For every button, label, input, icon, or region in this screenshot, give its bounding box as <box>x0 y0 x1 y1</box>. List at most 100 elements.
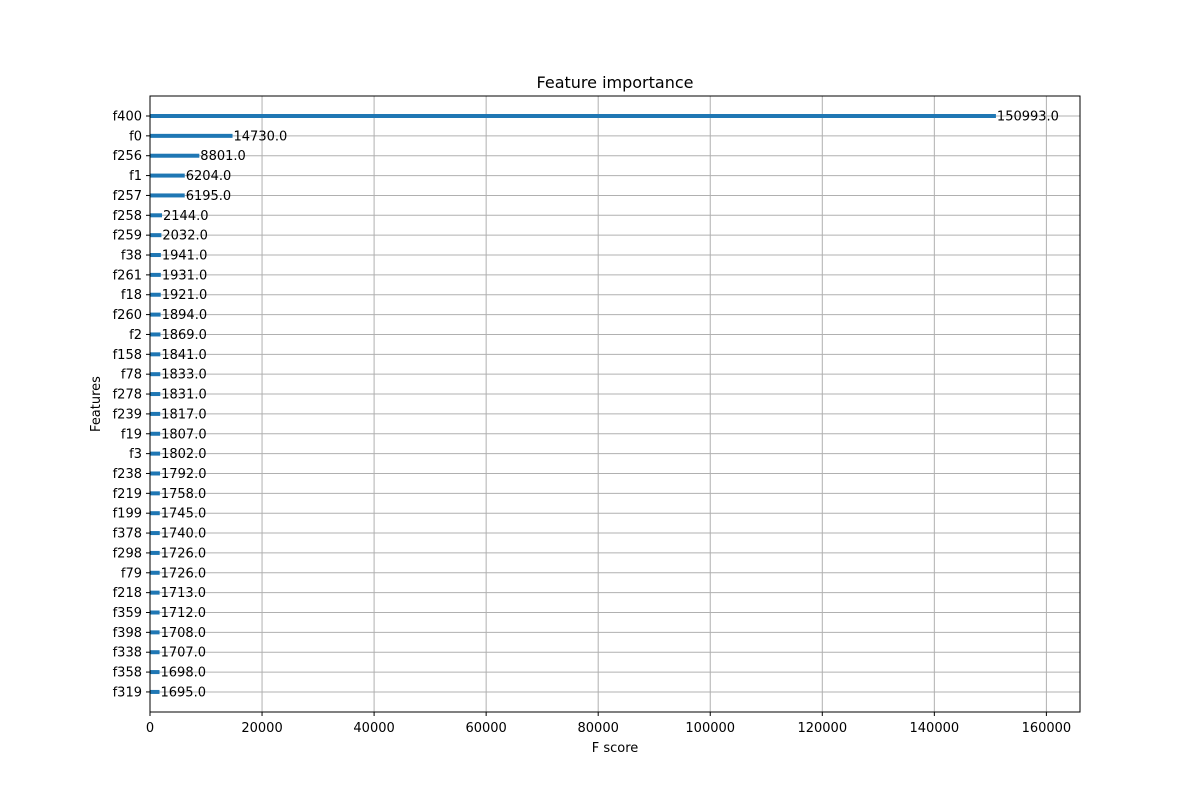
y-tick-label: f38 <box>121 249 142 264</box>
bar-f3 <box>150 451 161 456</box>
bar-f378 <box>150 531 160 536</box>
y-tick-label: f3 <box>129 447 142 462</box>
bar-f359 <box>150 610 160 615</box>
bar-f260 <box>150 312 161 317</box>
value-label-f3: 1802.0 <box>161 447 207 462</box>
x-axis-label: F score <box>592 741 639 756</box>
value-label-f256: 8801.0 <box>200 149 246 164</box>
bar-f38 <box>150 253 161 258</box>
value-label-f258: 2144.0 <box>163 209 209 224</box>
y-tick-label: f400 <box>113 110 142 125</box>
y-tick-label: f218 <box>113 586 142 601</box>
plot-frame <box>149 95 1081 713</box>
y-tick-label: f0 <box>129 129 142 144</box>
x-tick-label: 60000 <box>465 721 506 736</box>
bar-f2 <box>150 332 161 337</box>
y-tick-label: f259 <box>113 229 142 244</box>
value-label-f239: 1817.0 <box>161 407 207 422</box>
y-tick-label: f18 <box>121 288 142 303</box>
value-label-f2: 1869.0 <box>161 328 207 343</box>
x-tick-label: 80000 <box>578 721 619 736</box>
bar-f256 <box>150 153 200 158</box>
y-tick-label: f1 <box>129 169 142 184</box>
value-label-f158: 1841.0 <box>161 348 207 363</box>
value-label-f298: 1726.0 <box>161 546 207 561</box>
bar-f258 <box>150 213 163 218</box>
value-label-f359: 1712.0 <box>161 606 207 621</box>
value-label-f79: 1726.0 <box>161 566 207 581</box>
y-tick-label: f199 <box>113 507 142 522</box>
x-tick-label: 140000 <box>910 721 960 736</box>
bar-f257 <box>150 193 185 198</box>
value-label-f199: 1745.0 <box>161 507 207 522</box>
y-tick-label: f378 <box>113 527 142 542</box>
y-tick-label: f2 <box>129 328 142 343</box>
x-axis-ticks: 0 20000 40000 60000 80000 100000 120000 140000 1… <box>146 712 1071 736</box>
bar-f219 <box>150 491 160 496</box>
value-label-f0: 14730.0 <box>234 129 288 144</box>
value-label-f218: 1713.0 <box>161 586 207 601</box>
value-label-f400: 150993.0 <box>997 110 1059 125</box>
y-tick-label: f358 <box>113 666 142 681</box>
bar-f79 <box>150 570 160 575</box>
grid-layer <box>149 96 1080 712</box>
bar-f1 <box>150 173 185 178</box>
y-axis-label: Features <box>89 376 104 432</box>
x-tick-label: 160000 <box>1022 721 1072 736</box>
bar-f400 <box>150 114 996 118</box>
bars-layer <box>150 114 996 694</box>
bar-f158 <box>150 352 161 357</box>
bar-f239 <box>150 411 161 416</box>
bar-f218 <box>150 590 160 595</box>
y-tick-label: f158 <box>113 348 142 363</box>
y-tick-label: f78 <box>121 368 142 383</box>
y-tick-label: f298 <box>113 546 142 561</box>
y-tick-label: f258 <box>113 209 142 224</box>
y-tick-label: f19 <box>121 427 142 442</box>
value-label-f219: 1758.0 <box>161 487 207 502</box>
y-tick-label: f278 <box>113 388 142 403</box>
value-labels-layer: 150993.0 14730.0 8801.0 6204.0 6195.0 2144.0 2… <box>160 110 1058 701</box>
y-tick-label: f256 <box>113 149 142 164</box>
value-label-f238: 1792.0 <box>161 467 207 482</box>
y-tick-label: f238 <box>113 467 142 482</box>
value-label-f38: 1941.0 <box>162 249 208 264</box>
y-tick-label: f319 <box>113 685 142 700</box>
bar-f19 <box>150 431 161 436</box>
value-label-f78: 1833.0 <box>161 368 207 383</box>
value-label-f319: 1695.0 <box>160 685 206 700</box>
x-tick-label: 0 <box>146 721 154 736</box>
x-tick-label: 120000 <box>797 721 847 736</box>
value-label-f358: 1698.0 <box>161 666 207 681</box>
y-tick-label: f257 <box>113 189 142 204</box>
value-label-f338: 1707.0 <box>161 646 207 661</box>
bar-f278 <box>150 392 161 397</box>
value-label-f259: 2032.0 <box>162 229 208 244</box>
bar-f398 <box>150 630 160 635</box>
bar-f78 <box>150 372 161 377</box>
y-axis-ticks: f400 f0 f256 f1 f257 f258 f259 f38 f261 f18 f260 f2… <box>113 110 150 700</box>
value-label-f18: 1921.0 <box>162 288 208 303</box>
x-tick-label: 100000 <box>685 721 735 736</box>
value-label-f19: 1807.0 <box>161 427 207 442</box>
y-tick-label: f260 <box>113 308 142 323</box>
y-tick-label: f219 <box>113 487 142 502</box>
value-label-f257: 6195.0 <box>186 189 232 204</box>
bar-f319 <box>150 689 160 694</box>
chart-title: Feature importance <box>537 73 694 92</box>
bar-f199 <box>150 511 160 516</box>
bar-f18 <box>150 292 161 297</box>
bar-f298 <box>150 550 160 555</box>
value-label-f398: 1708.0 <box>161 626 207 641</box>
x-tick-label: 40000 <box>353 721 394 736</box>
bar-f338 <box>150 650 160 655</box>
bar-f0 <box>150 133 233 138</box>
bar-f238 <box>150 471 161 476</box>
y-tick-label: f338 <box>113 646 142 661</box>
y-tick-label: f239 <box>113 407 142 422</box>
y-tick-label: f261 <box>113 268 142 283</box>
value-label-f1: 6204.0 <box>186 169 232 184</box>
bar-f261 <box>150 272 161 277</box>
